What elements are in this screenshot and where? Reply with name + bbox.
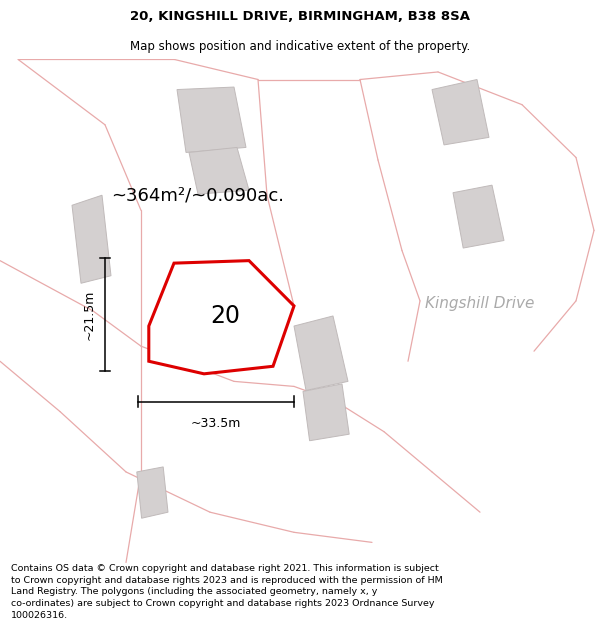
Polygon shape — [149, 261, 294, 374]
Text: ~33.5m: ~33.5m — [191, 417, 241, 429]
Text: Contains OS data © Crown copyright and database right 2021. This information is : Contains OS data © Crown copyright and d… — [11, 564, 443, 620]
Text: ~364m²/~0.090ac.: ~364m²/~0.090ac. — [111, 186, 284, 204]
Polygon shape — [303, 384, 349, 441]
Polygon shape — [137, 467, 168, 518]
Polygon shape — [453, 185, 504, 248]
Text: 20: 20 — [210, 304, 240, 328]
Polygon shape — [72, 195, 111, 283]
Polygon shape — [189, 148, 249, 194]
Text: 20, KINGSHILL DRIVE, BIRMINGHAM, B38 8SA: 20, KINGSHILL DRIVE, BIRMINGHAM, B38 8SA — [130, 10, 470, 23]
Polygon shape — [294, 316, 348, 391]
Polygon shape — [177, 87, 246, 152]
Text: ~21.5m: ~21.5m — [83, 289, 96, 340]
Text: Kingshill Drive: Kingshill Drive — [425, 296, 535, 311]
Polygon shape — [432, 79, 489, 145]
Text: Map shows position and indicative extent of the property.: Map shows position and indicative extent… — [130, 40, 470, 52]
